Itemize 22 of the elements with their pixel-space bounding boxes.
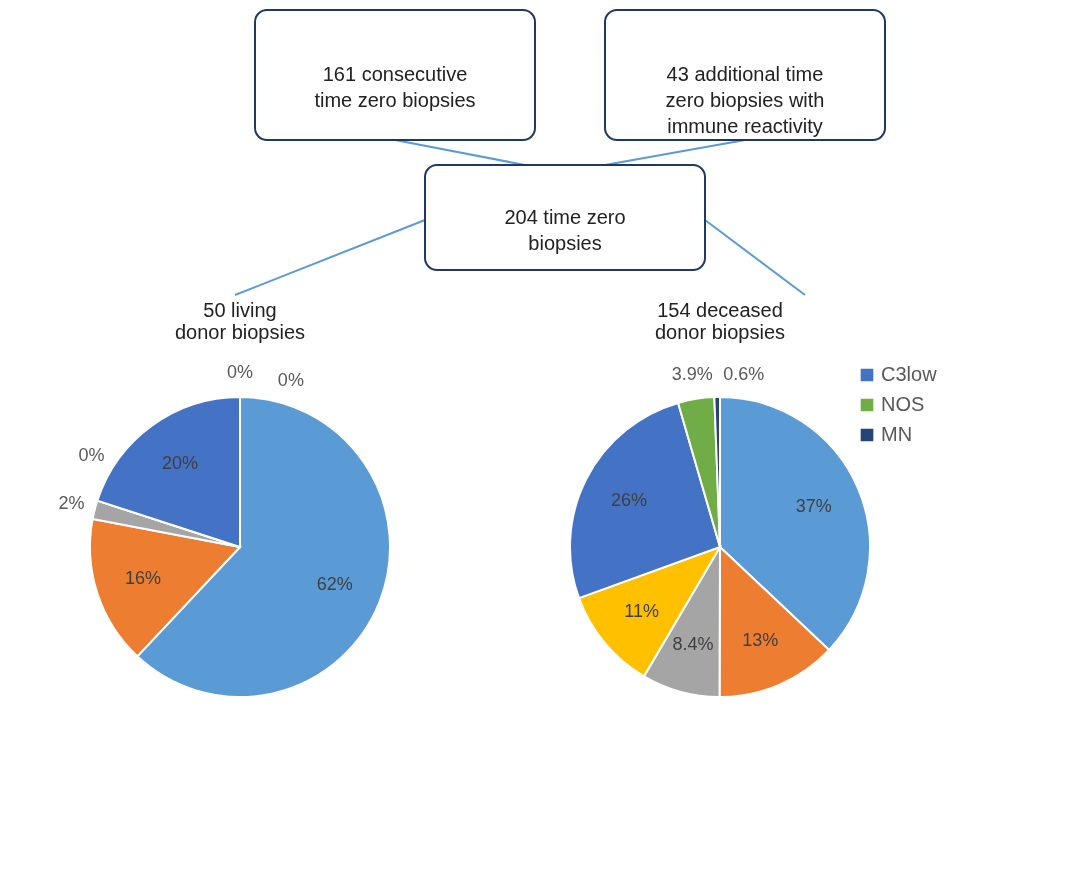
data-label: 62% <box>316 573 353 594</box>
text: 204 time zero biopsies <box>504 205 626 254</box>
chart-title: 154 deceased donor biopsies <box>654 299 786 343</box>
text: 161 consecutive time zero biopsies <box>314 63 476 111</box>
data-label: 20% <box>162 453 199 474</box>
legend-label: MN <box>881 423 913 445</box>
chart-title: 50 living donor biopsies <box>174 299 306 343</box>
data-label: 8.4% <box>672 634 714 655</box>
legend-label: NOS <box>881 393 925 415</box>
legend-label: C3low <box>881 363 938 385</box>
data-label: 16% <box>124 567 162 588</box>
data-label: 2% <box>58 492 85 513</box>
data-label: 11% <box>624 601 659 622</box>
data-label: 3.9% <box>671 364 713 385</box>
data-label: 0.6% <box>723 363 765 384</box>
text: 43 additional time zero biopsies with immune reactivity <box>665 63 825 137</box>
text: 0% <box>226 362 254 382</box>
data-label: 26% <box>611 489 648 510</box>
data-label: 37% <box>795 495 832 516</box>
text: 0% <box>78 445 105 466</box>
text: 0% <box>277 369 304 390</box>
data-label: 13% <box>742 629 779 650</box>
